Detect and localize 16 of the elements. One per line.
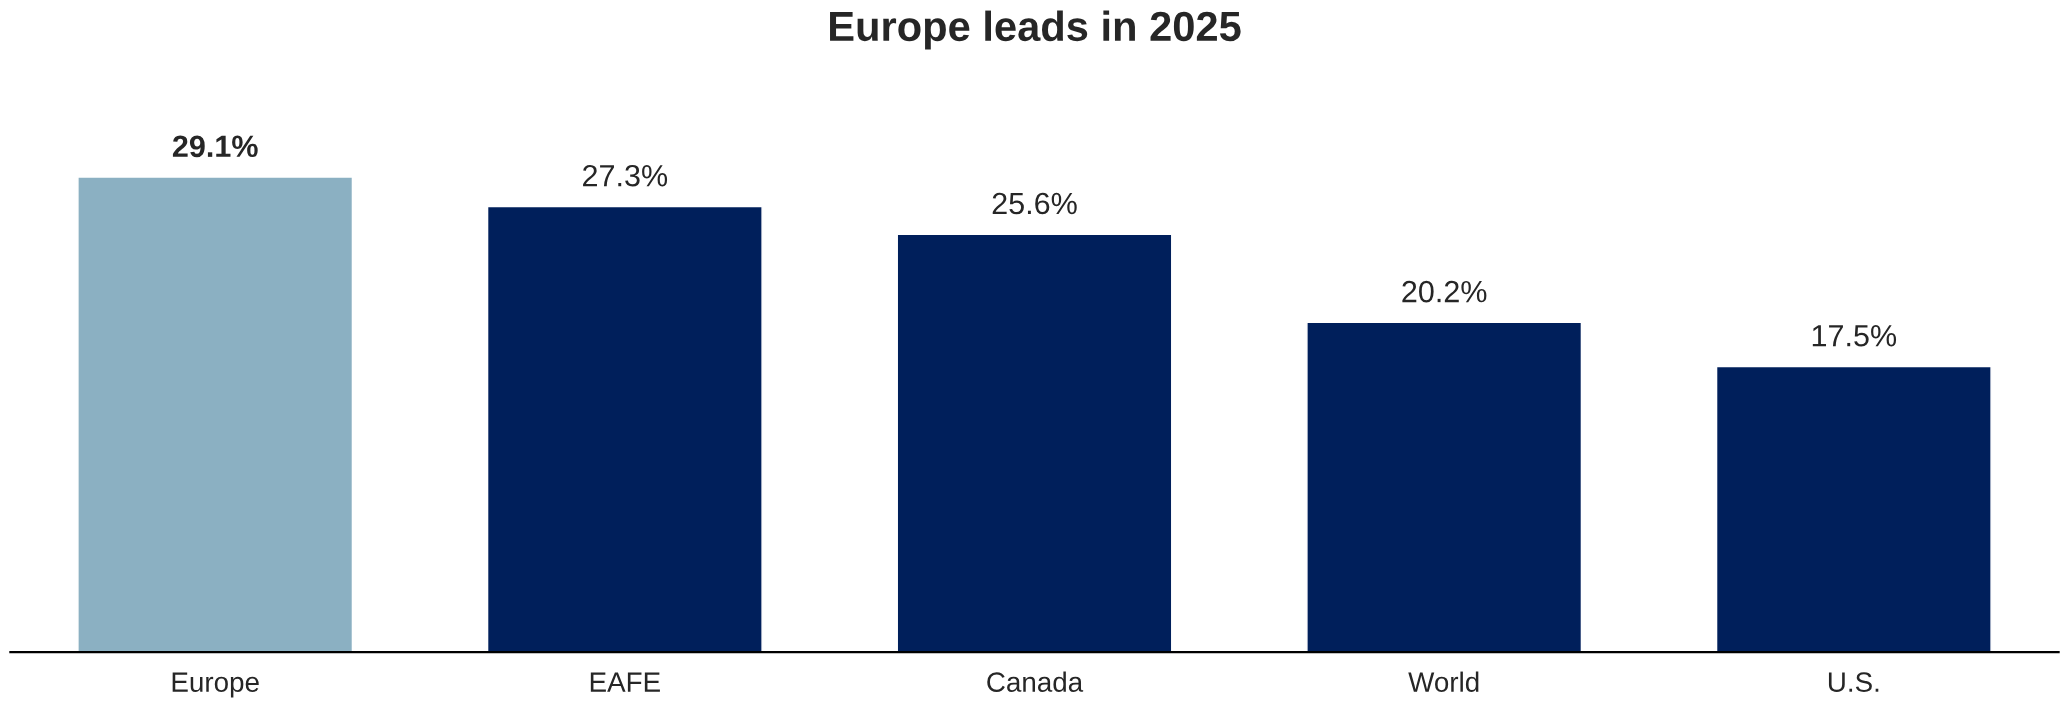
bar: [896, 233, 1173, 653]
data-label: 17.5%: [1812, 325, 1897, 347]
x-tick-label: Canada: [987, 671, 1084, 692]
data-label: 29.1%: [172, 135, 258, 158]
x-tick-label: World: [1408, 671, 1479, 692]
x-tick-label: Europe: [172, 672, 259, 698]
data-label: 25.6%: [992, 192, 1077, 215]
bar: [1306, 321, 1583, 653]
x-tick-label: U.S.: [1828, 672, 1879, 692]
bar: [77, 176, 354, 653]
data-label: 20.2%: [1402, 280, 1487, 303]
data-label: 27.3%: [583, 164, 668, 187]
bar: [1715, 365, 1992, 653]
bar: [486, 205, 763, 653]
x-tick-label: EAFE: [590, 672, 660, 692]
chart-title: Europe leads in 2025: [830, 10, 1241, 50]
